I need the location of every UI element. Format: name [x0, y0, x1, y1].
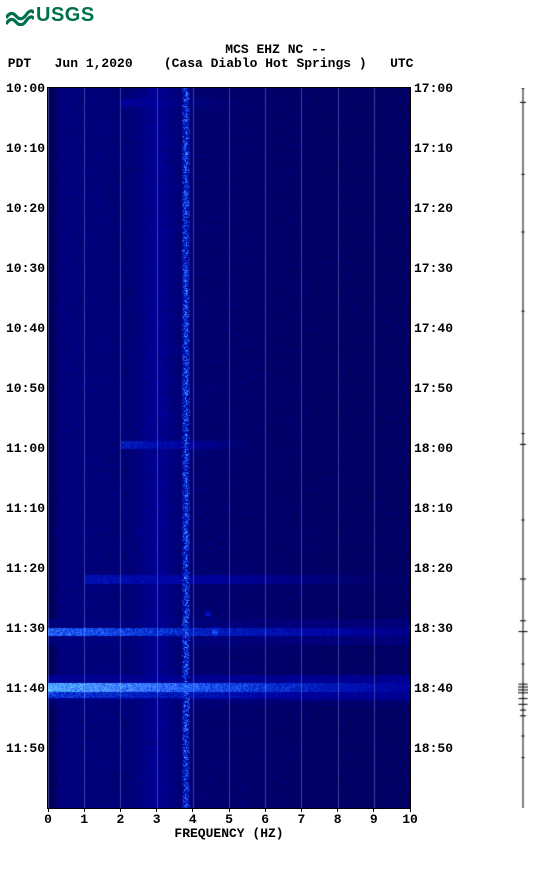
ytick-right: 17:40 [414, 321, 453, 336]
ytick-left: 11:20 [6, 561, 45, 576]
ytick-left: 11:40 [6, 681, 45, 696]
ytick-right: 18:30 [414, 621, 453, 636]
xtick: 10 [402, 812, 418, 827]
usgs-wave-icon [6, 6, 34, 26]
title-line-2: PDT Jun 1,2020 (Casa Diablo Hot Springs … [0, 56, 552, 71]
ytick-right: 18:50 [414, 741, 453, 756]
ytick-left: 11:50 [6, 741, 45, 756]
xtick-mark [156, 808, 157, 812]
event-sidebar [518, 88, 528, 808]
page-root: USGS MCS EHZ NC -- PDT Jun 1,2020 (Casa … [0, 0, 552, 893]
xtick-mark [120, 808, 121, 812]
ytick-left: 11:10 [6, 501, 45, 516]
xtick: 7 [297, 812, 305, 827]
ytick-left: 11:00 [6, 441, 45, 456]
xtick: 3 [153, 812, 161, 827]
ytick-right: 18:00 [414, 441, 453, 456]
ytick-right: 17:50 [414, 381, 453, 396]
xtick: 4 [189, 812, 197, 827]
x-axis-label: FREQUENCY (HZ) [48, 826, 410, 841]
ytick-left: 11:30 [6, 621, 45, 636]
xtick: 6 [261, 812, 269, 827]
xtick: 0 [44, 812, 52, 827]
xtick: 8 [334, 812, 342, 827]
ytick-left: 10:20 [6, 201, 45, 216]
event-sidebar-canvas [518, 88, 528, 808]
xtick-mark [301, 808, 302, 812]
xtick-mark [265, 808, 266, 812]
ytick-left: 10:50 [6, 381, 45, 396]
ytick-right: 18:20 [414, 561, 453, 576]
title-line-1: MCS EHZ NC -- [0, 42, 552, 57]
spectrogram-plot [48, 88, 410, 808]
spectrogram-canvas [48, 88, 410, 808]
xtick-mark [229, 808, 230, 812]
ytick-left: 10:40 [6, 321, 45, 336]
xtick-mark [84, 808, 85, 812]
xtick-mark [192, 808, 193, 812]
xtick: 2 [116, 812, 124, 827]
ytick-left: 10:00 [6, 81, 45, 96]
xtick-mark [337, 808, 338, 812]
xtick: 9 [370, 812, 378, 827]
xtick-mark [410, 808, 411, 812]
ytick-right: 18:10 [414, 501, 453, 516]
ytick-right: 18:40 [414, 681, 453, 696]
ytick-left: 10:30 [6, 261, 45, 276]
xtick: 5 [225, 812, 233, 827]
usgs-logo-text: USGS [36, 4, 95, 27]
ytick-right: 17:30 [414, 261, 453, 276]
usgs-logo: USGS [6, 4, 95, 27]
xtick-mark [48, 808, 49, 812]
ytick-left: 10:10 [6, 141, 45, 156]
xtick-mark [373, 808, 374, 812]
xtick: 1 [80, 812, 88, 827]
ytick-right: 17:00 [414, 81, 453, 96]
ytick-right: 17:10 [414, 141, 453, 156]
ytick-right: 17:20 [414, 201, 453, 216]
